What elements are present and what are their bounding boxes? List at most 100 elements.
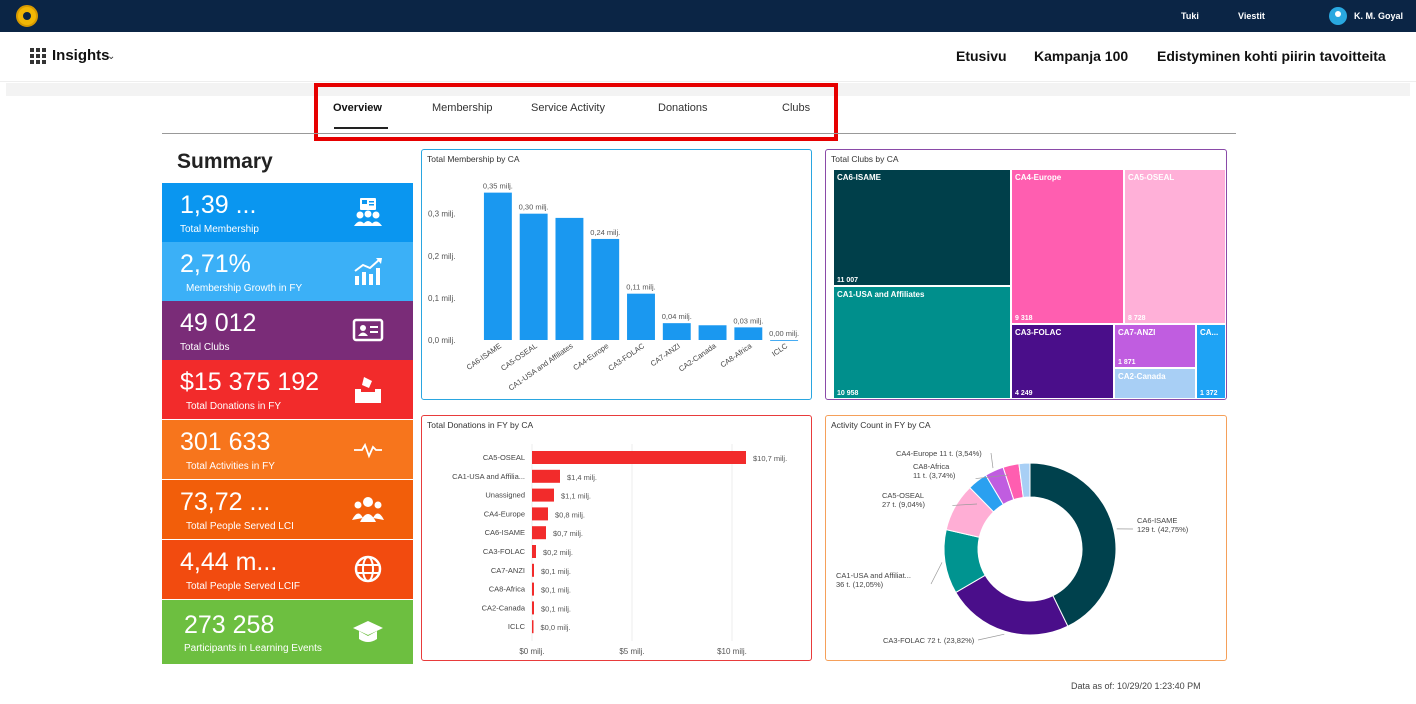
- x-tick-label: $0 milj.: [519, 647, 544, 656]
- tab-donations[interactable]: Donations: [658, 102, 708, 114]
- app-launcher-icon[interactable]: [30, 48, 46, 64]
- kpi-label: Total Donations in FY: [186, 401, 282, 412]
- treemap-value: 4 249: [1015, 390, 1033, 397]
- chart-card-activity[interactable]: Activity Count in FY by CA CA6-ISAME 129 …: [825, 415, 1227, 661]
- y-tick-label: 0,3 milj.: [428, 210, 456, 219]
- x-tick-label: $10 milj.: [717, 647, 747, 656]
- messages-link[interactable]: Viestit: [1238, 11, 1265, 21]
- graduation-cap-icon: [353, 621, 383, 642]
- chart-title: Total Donations in FY by CA: [427, 420, 534, 430]
- kpi-value: 49 012: [180, 309, 257, 337]
- tab-overview[interactable]: Overview: [333, 102, 382, 114]
- data-label: $1,4 milj.: [567, 473, 597, 482]
- tab-service-activity[interactable]: Service Activity: [531, 102, 605, 114]
- treemap-value: 9 318: [1015, 315, 1033, 322]
- data-label: 0,35 milj.: [483, 182, 513, 191]
- tab-membership[interactable]: Membership: [432, 102, 493, 114]
- kpi-total-clubs[interactable]: 49 012 Total Clubs: [162, 301, 413, 360]
- chart-card-donations[interactable]: Total Donations in FY by CA $0 milj. $5 m…: [421, 415, 812, 661]
- x-tick-label: $5 milj.: [619, 647, 644, 656]
- donations-bar-chart: $0 milj. $5 milj. $10 milj. CA5-OSEAL $10,7 …: [452, 444, 787, 656]
- kpi-total-activities[interactable]: 301 633 Total Activities in FY: [162, 420, 413, 479]
- kpi-value: $15 375 192: [180, 368, 320, 396]
- x-tick-label: CA2-Canada: [677, 341, 718, 374]
- data-label: 0,03 milj.: [733, 316, 763, 325]
- kpi-people-served-lci[interactable]: 73,72 ... Total People Served LCI: [162, 480, 413, 539]
- kpi-label: Total People Served LCI: [186, 521, 294, 532]
- treemap-tile: [834, 287, 1010, 398]
- treemap-tile: [1012, 325, 1113, 398]
- bar: [591, 238, 620, 340]
- bar: [698, 325, 727, 340]
- treemap-tile: [1197, 325, 1225, 398]
- help-link[interactable]: Tuki: [1181, 11, 1199, 21]
- chart-card-clubs[interactable]: Total Clubs by CA CA6-ISAME 11 007 CA1-USA…: [825, 149, 1227, 400]
- x-tick-label: CA7-ANZI: [649, 341, 682, 368]
- y-tick-label: CA2-Canada: [482, 603, 526, 612]
- donut-slice: [1018, 462, 1031, 498]
- y-tick-label: Unassigned: [485, 491, 525, 500]
- slice-label: CA1-USA and Affiliat...: [836, 571, 911, 580]
- treemap-tile: [834, 170, 1010, 285]
- tab-clubs[interactable]: Clubs: [782, 102, 811, 114]
- data-label: $0,1 milj.: [541, 586, 571, 595]
- x-tick-label: ICLC: [770, 341, 790, 359]
- people-group-icon: [352, 497, 384, 522]
- y-tick-label: CA5-OSEAL: [483, 453, 525, 462]
- treemap-value: 1 372: [1200, 390, 1218, 397]
- membership-card-icon: [354, 198, 382, 226]
- bar: [519, 213, 548, 340]
- data-label: $0,8 milj.: [555, 510, 585, 519]
- top-bar: Tuki Viestit K. M. Goyal: [0, 0, 1416, 32]
- kpi-label: Total Membership: [180, 224, 259, 235]
- kpi-learning-participants[interactable]: 273 258 Participants in Learning Events: [162, 600, 413, 664]
- chevron-down-icon[interactable]: ⌄: [107, 51, 116, 62]
- x-tick-label: CA8-Africa: [719, 341, 755, 370]
- nav-link-district-goals[interactable]: Edistyminen kohti piirin tavoitteita: [1157, 48, 1386, 64]
- slice-label: CA4-Europe 11 t. (3,54%): [896, 449, 982, 458]
- treemap-label: CA7-ANZI: [1118, 328, 1155, 337]
- treemap-value: 10 958: [837, 390, 859, 397]
- kpi-label: Participants in Learning Events: [184, 643, 322, 654]
- y-tick-label: CA4-Europe: [484, 509, 525, 518]
- chart-title: Total Membership by CA: [427, 154, 520, 164]
- tabs-highlight-box: [314, 83, 838, 141]
- treemap-value: 8 728: [1128, 315, 1146, 322]
- leader-line: [952, 503, 978, 506]
- kpi-total-membership[interactable]: 1,39 ... Total Membership: [162, 183, 413, 242]
- slice-label: CA6-ISAME: [1137, 516, 1177, 525]
- bar: [555, 217, 584, 340]
- data-label: $0,0 milj.: [541, 623, 571, 632]
- chart-title: Activity Count in FY by CA: [831, 420, 931, 430]
- data-as-of: Data as of: 10/29/20 1:23:40 PM: [1071, 681, 1201, 691]
- data-label: 0,11 milj.: [626, 283, 655, 292]
- y-tick-label: CA3-FOLAC: [483, 547, 526, 556]
- treemap-tile: [1125, 170, 1225, 323]
- leader-line: [930, 562, 943, 585]
- bar: [532, 620, 534, 634]
- app-title[interactable]: Insights: [52, 47, 110, 64]
- bar: [532, 563, 534, 577]
- nav-link-campaign-100[interactable]: Kampanja 100: [1034, 48, 1129, 64]
- kpi-total-donations[interactable]: $15 375 192 Total Donations in FY: [162, 360, 413, 419]
- chart-card-membership[interactable]: Total Membership by CA 0,0 milj. 0,1 milj…: [421, 149, 812, 400]
- y-tick-label: CA7-ANZI: [491, 566, 525, 575]
- treemap-label: CA2-Canada: [1118, 372, 1166, 381]
- summary-title: Summary: [177, 150, 273, 173]
- chart-title: Total Clubs by CA: [831, 154, 899, 164]
- bar: [532, 582, 534, 596]
- treemap-label: CA4-Europe: [1015, 173, 1062, 182]
- avatar[interactable]: [1329, 7, 1347, 25]
- kpi-value: 4,44 m...: [180, 548, 278, 576]
- kpi-membership-growth[interactable]: 2,71% Membership Growth in FY: [162, 242, 413, 301]
- donation-box-icon: [355, 377, 381, 403]
- bar: [532, 545, 536, 558]
- data-label: $10,7 milj.: [753, 454, 787, 463]
- bar: [532, 469, 560, 483]
- nav-link-home[interactable]: Etusivu: [956, 48, 1007, 64]
- kpi-people-served-lcif[interactable]: 4,44 m... Total People Served LCIF: [162, 540, 413, 599]
- lions-logo-icon[interactable]: [16, 5, 38, 27]
- user-name[interactable]: K. M. Goyal: [1354, 11, 1404, 21]
- app-header: Insights ⌄ Etusivu Kampanja 100 Edistymi…: [0, 32, 1416, 82]
- bar: [532, 601, 534, 615]
